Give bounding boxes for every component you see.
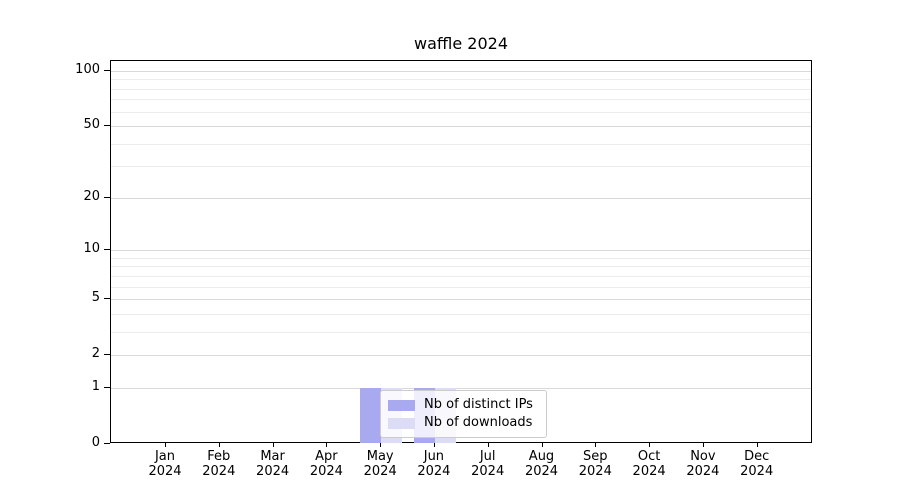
x-tick-mark — [380, 443, 382, 447]
y-minor-gridline — [111, 313, 811, 315]
x-tick-mark — [702, 443, 704, 447]
y-minor-gridline — [111, 79, 811, 81]
y-minor-gridline — [111, 257, 811, 259]
legend-swatch-downloads — [388, 417, 415, 429]
y-major-gridline — [111, 387, 811, 389]
y-minor-gridline — [111, 286, 811, 288]
y-minor-gridline — [111, 331, 811, 333]
y-minor-gridline — [111, 166, 811, 168]
y-major-gridline — [111, 355, 811, 357]
y-major-gridline — [111, 126, 811, 127]
x-tick-mark — [326, 443, 328, 447]
x-tick-label: May 2024 — [363, 449, 397, 479]
y-tick-mark — [104, 386, 110, 388]
legend-label-distinct-ips: Nb of distinct IPs — [424, 397, 533, 412]
y-tick-label: 1 — [91, 378, 100, 394]
y-tick-label: 20 — [83, 188, 100, 204]
y-tick-mark — [104, 298, 110, 300]
y-minor-gridline — [111, 111, 811, 113]
x-tick-label: Aug 2024 — [524, 449, 559, 479]
x-tick-label: Jun 2024 — [417, 449, 451, 479]
x-tick-mark — [649, 443, 651, 447]
y-minor-gridline — [111, 88, 811, 90]
x-tick-label: Oct 2024 — [632, 449, 666, 479]
x-tick-mark — [272, 443, 274, 447]
y-tick-label: 10 — [83, 241, 100, 257]
x-tick-label: Feb 2024 — [202, 449, 236, 479]
x-tick-label: Nov 2024 — [686, 449, 720, 479]
y-minor-gridline — [111, 99, 811, 101]
legend: Nb of distinct IPs Nb of downloads — [380, 390, 547, 438]
y-tick-mark — [104, 69, 110, 71]
y-tick-mark — [104, 125, 110, 126]
y-minor-gridline — [111, 143, 811, 145]
x-tick-mark — [595, 443, 597, 447]
x-tick-mark — [487, 443, 489, 447]
y-major-gridline — [111, 197, 811, 199]
x-tick-label: Jan 2024 — [148, 449, 182, 479]
chart-title: waffle 2024 — [413, 34, 508, 53]
y-tick-mark — [104, 443, 110, 444]
legend-swatch-distinct-ips — [388, 399, 415, 411]
plot-area: Nb of distinct IPs Nb of downloads — [110, 60, 812, 443]
legend-item-distinct-ips: Nb of distinct IPs — [388, 396, 539, 414]
legend-item-downloads: Nb of downloads — [388, 414, 539, 432]
y-tick-label: 2 — [91, 346, 100, 362]
y-major-gridline — [111, 70, 811, 72]
x-tick-label: Apr 2024 — [309, 449, 343, 479]
y-minor-gridline — [111, 266, 811, 268]
y-tick-mark — [104, 354, 110, 356]
y-tick-mark — [104, 196, 110, 198]
y-tick-mark — [104, 249, 110, 251]
x-tick-label: Jul 2024 — [471, 449, 505, 479]
x-tick-label: Dec 2024 — [740, 449, 774, 479]
x-tick-mark — [218, 443, 220, 447]
y-tick-label: 5 — [91, 290, 100, 306]
y-major-gridline — [111, 299, 811, 301]
x-tick-label: Sep 2024 — [578, 449, 612, 479]
x-tick-mark — [541, 443, 543, 447]
x-tick-label: Mar 2024 — [256, 449, 290, 479]
y-minor-gridline — [111, 275, 811, 277]
y-major-gridline — [111, 250, 811, 252]
bar-distinct-ips-may — [360, 387, 382, 443]
y-tick-label: 0 — [91, 435, 100, 450]
x-tick-mark — [756, 443, 758, 447]
y-tick-label: 50 — [83, 117, 100, 132]
x-tick-mark — [165, 443, 166, 447]
y-tick-label: 100 — [75, 61, 100, 77]
legend-label-downloads: Nb of downloads — [424, 415, 533, 430]
x-tick-mark — [433, 443, 435, 447]
